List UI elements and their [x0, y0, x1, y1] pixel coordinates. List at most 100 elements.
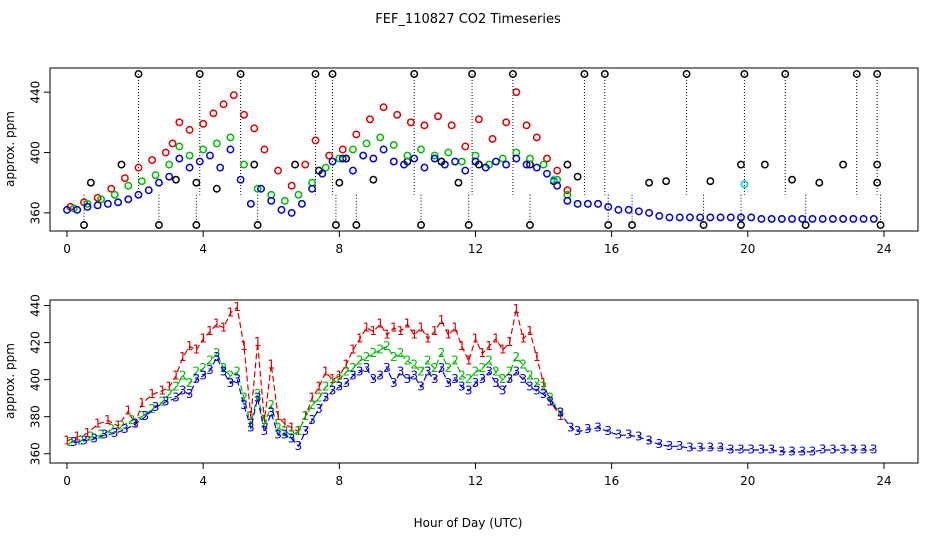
series-marker: 1	[342, 357, 350, 371]
data-point	[873, 178, 882, 187]
chart-title: FEF_110827 CO2 Timeseries	[375, 12, 561, 27]
top-axis-ticks: 0 4 8 12 16 20 24 360 400 440	[29, 81, 892, 256]
data-point	[175, 142, 184, 151]
data-point	[226, 145, 235, 154]
data-point	[260, 145, 269, 154]
series-marker: 1	[73, 430, 81, 444]
data-point	[818, 214, 827, 223]
series-marker: 3	[574, 424, 582, 438]
data-point	[512, 88, 521, 97]
data-point	[257, 184, 265, 193]
series-marker: 3	[819, 443, 827, 457]
data-point	[808, 214, 817, 223]
series-marker: 3	[519, 372, 527, 386]
series-marker: 3	[424, 365, 432, 379]
data-point	[410, 154, 419, 163]
data-point	[124, 195, 133, 204]
top-panel: approx. ppm 0 4 8 12 16 20 24 360 400 440	[3, 67, 919, 256]
data-point	[488, 134, 497, 143]
series-marker: 1	[322, 365, 330, 379]
series-marker: 2	[199, 361, 207, 375]
series-marker: 1	[148, 387, 156, 401]
series-marker: 1	[104, 413, 112, 427]
data-point	[151, 171, 160, 180]
series-marker: 1	[370, 324, 378, 338]
x-tick-label: 24	[876, 474, 891, 488]
series-marker: 3	[492, 376, 500, 390]
series-marker: 3	[356, 365, 364, 379]
x-axis-label: Hour of Day (UTC)	[414, 516, 523, 530]
series-marker: 3	[363, 361, 371, 375]
series-marker: 3	[172, 391, 180, 405]
data-point	[185, 163, 194, 172]
series-marker: 2	[138, 409, 146, 423]
y-tick-label: 400	[29, 141, 43, 164]
data-point	[212, 184, 221, 193]
series-marker: 2	[383, 339, 391, 353]
series-marker: 2	[342, 365, 350, 379]
series-marker: 1	[84, 426, 92, 440]
y-tick-label: 440	[29, 81, 43, 104]
series-marker: 3	[193, 372, 201, 386]
series-marker: 3	[220, 365, 228, 379]
data-point	[253, 184, 262, 193]
data-point	[726, 213, 735, 222]
data-point	[120, 174, 129, 183]
series-marker: 2	[451, 354, 459, 368]
series-marker: 1	[159, 383, 167, 397]
data-point	[117, 160, 126, 169]
series-marker: 2	[165, 387, 173, 401]
data-point	[331, 221, 340, 229]
data-point	[236, 70, 245, 78]
series-marker: 2	[349, 361, 357, 375]
series-marker: 1	[288, 420, 296, 434]
data-point	[869, 214, 878, 223]
series-marker: 1	[424, 331, 432, 345]
series-marker: 2	[227, 368, 235, 382]
series-marker: 1	[513, 302, 521, 316]
series-marker: 2	[233, 365, 241, 379]
data-point	[393, 110, 402, 119]
series-marker: 3	[186, 387, 194, 401]
data-point	[185, 125, 194, 134]
data-point	[250, 160, 259, 169]
data-point	[144, 186, 153, 195]
data-point	[665, 213, 674, 222]
data-point	[849, 214, 858, 223]
data-point	[352, 130, 361, 139]
series-marker: 1	[472, 331, 480, 345]
series-marker: 1	[172, 368, 180, 382]
data-point	[287, 181, 296, 190]
x-tick-label: 8	[336, 242, 344, 256]
data-point	[338, 154, 347, 163]
series-marker: 1	[336, 368, 344, 382]
series-marker: 2	[308, 398, 316, 412]
series-marker: 1	[390, 320, 398, 334]
data-point	[685, 213, 694, 222]
series-marker: 2	[254, 387, 262, 401]
data-point	[839, 214, 848, 223]
series-marker: 1	[431, 324, 439, 338]
data-point	[137, 177, 146, 186]
data-point	[369, 154, 378, 163]
series-marker: 3	[686, 441, 694, 455]
series-marker: 3	[281, 428, 289, 442]
series-marker: 3	[342, 376, 350, 390]
data-point	[420, 121, 429, 130]
data-point	[165, 172, 174, 181]
series-marker: 2	[431, 361, 439, 375]
series-marker: 3	[111, 426, 119, 440]
top-data-points	[63, 70, 885, 229]
data-point	[110, 190, 119, 199]
series-marker: 1	[363, 320, 371, 334]
series-marker: 2	[492, 365, 500, 379]
series-marker: 2	[87, 430, 95, 444]
series-marker: 2	[148, 402, 156, 416]
series-marker: 3	[513, 365, 521, 379]
data-point	[502, 118, 511, 127]
data-point	[114, 198, 123, 207]
series-marker: 3	[254, 391, 262, 405]
data-point	[682, 70, 691, 78]
series-marker: 3	[383, 361, 391, 375]
